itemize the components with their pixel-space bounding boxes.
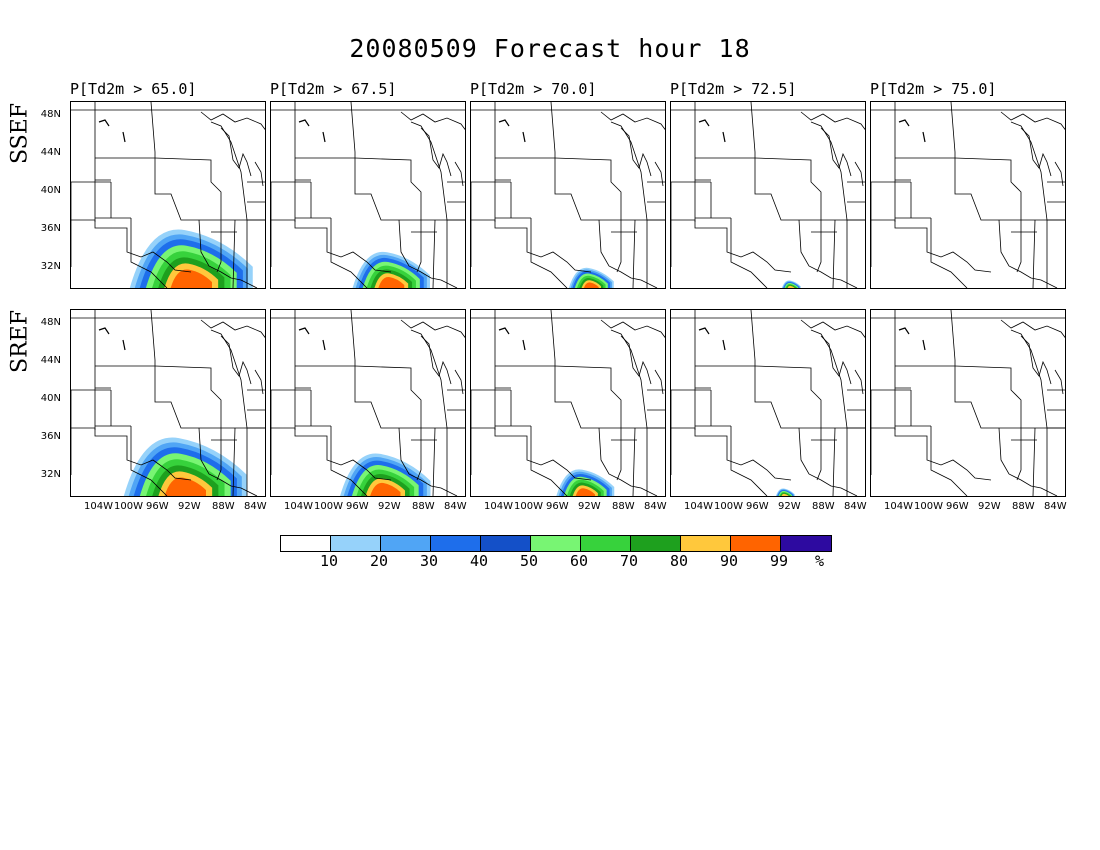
latitude-label: 36N	[40, 431, 61, 442]
colorbar-swatch	[681, 536, 731, 551]
latitude-label: 32N	[40, 261, 61, 272]
longitude-label: 96W	[746, 501, 769, 512]
column-title-3: P[Td2m > 70.0]	[470, 80, 597, 98]
colorbar-label: %	[815, 552, 825, 570]
colorbar-swatch	[481, 536, 531, 551]
column-title-2: P[Td2m > 67.5]	[270, 80, 397, 98]
latitude-label: 32N	[40, 469, 61, 480]
colorbar-swatch	[731, 536, 781, 551]
latitude-label: 44N	[40, 355, 61, 366]
longitude-label: 92W	[778, 501, 801, 512]
longitude-label: 92W	[378, 501, 401, 512]
probability-contour	[370, 482, 401, 496]
longitude-label: 84W	[444, 501, 467, 512]
longitude-label: 88W	[412, 501, 435, 512]
longitude-label: 104W	[284, 501, 313, 512]
map-panel-sref-3	[470, 309, 666, 497]
colorbar-swatch	[281, 536, 331, 551]
map-panel-ssef-1	[70, 101, 266, 289]
longitude-label: 84W	[644, 501, 667, 512]
figure-title: 20080509 Forecast hour 18	[349, 34, 751, 63]
probability-contour	[787, 285, 795, 288]
latitude-label: 44N	[40, 147, 61, 158]
longitude-label: 100W	[714, 501, 743, 512]
colorbar-swatch	[631, 536, 681, 551]
map-panel-sref-5	[870, 309, 1066, 497]
longitude-label: 88W	[612, 501, 635, 512]
colorbar-label: 80	[670, 552, 689, 570]
longitude-label: 104W	[884, 501, 913, 512]
colorbar	[280, 535, 832, 552]
longitude-label: 92W	[978, 501, 1001, 512]
map-panel-ssef-4	[670, 101, 866, 289]
longitude-label: 84W	[1044, 501, 1067, 512]
longitude-label: 96W	[946, 501, 969, 512]
probability-contour	[164, 477, 206, 496]
longitude-label: 96W	[346, 501, 369, 512]
colorbar-swatch	[781, 536, 831, 551]
longitude-label: 92W	[578, 501, 601, 512]
probability-contour	[378, 277, 405, 288]
colorbar-label: 90	[720, 552, 739, 570]
longitude-label: 88W	[1012, 501, 1035, 512]
longitude-label: 88W	[212, 501, 235, 512]
longitude-label: 104W	[684, 501, 713, 512]
colorbar-label: 50	[520, 552, 539, 570]
colorbar-swatch	[331, 536, 381, 551]
row-label-ssef: SSEF	[7, 102, 33, 165]
longitude-label: 92W	[178, 501, 201, 512]
column-title-1: P[Td2m > 65.0]	[70, 80, 197, 98]
map-panel-sref-1	[70, 309, 266, 497]
longitude-label: 84W	[244, 501, 267, 512]
probability-contour	[170, 269, 212, 288]
probability-contour	[575, 488, 595, 496]
colorbar-label: 60	[570, 552, 589, 570]
map-panel-sref-4	[670, 309, 866, 497]
colorbar-label: 10	[320, 552, 339, 570]
longitude-label: 100W	[914, 501, 943, 512]
latitude-label: 40N	[40, 393, 61, 404]
map-panel-ssef-2	[270, 101, 466, 289]
colorbar-label: 20	[370, 552, 389, 570]
latitude-label: 48N	[40, 317, 61, 328]
latitude-label: 36N	[40, 223, 61, 234]
longitude-label: 88W	[812, 501, 835, 512]
column-title-4: P[Td2m > 72.5]	[670, 80, 797, 98]
map-panel-ssef-5	[870, 101, 1066, 289]
colorbar-swatch	[381, 536, 431, 551]
longitude-label: 84W	[844, 501, 867, 512]
longitude-label: 104W	[84, 501, 113, 512]
longitude-label: 96W	[146, 501, 169, 512]
map-panel-ssef-3	[470, 101, 666, 289]
colorbar-label: 70	[620, 552, 639, 570]
probability-contour	[781, 493, 789, 496]
latitude-label: 40N	[40, 185, 61, 196]
colorbar-swatch	[531, 536, 581, 551]
latitude-label: 48N	[40, 109, 61, 120]
map-panel-sref-2	[270, 309, 466, 497]
colorbar-swatch	[581, 536, 631, 551]
probability-contour	[583, 282, 599, 288]
longitude-label: 104W	[484, 501, 513, 512]
colorbar-label: 40	[470, 552, 489, 570]
colorbar-label: 30	[420, 552, 439, 570]
colorbar-swatch	[431, 536, 481, 551]
longitude-label: 96W	[546, 501, 569, 512]
column-title-5: P[Td2m > 75.0]	[870, 80, 997, 98]
longitude-label: 100W	[114, 501, 143, 512]
longitude-label: 100W	[314, 501, 343, 512]
longitude-label: 100W	[514, 501, 543, 512]
colorbar-label: 99	[770, 552, 789, 570]
row-label-sref: SREF	[7, 310, 33, 373]
